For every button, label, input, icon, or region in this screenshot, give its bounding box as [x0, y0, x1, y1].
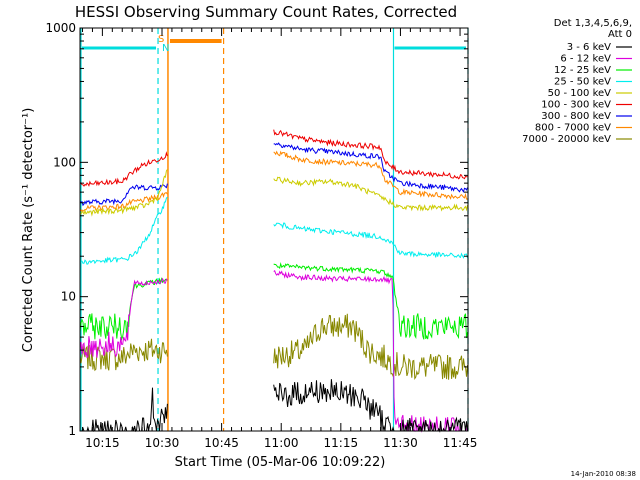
legend-header: Att 0 [608, 29, 632, 40]
series-path [79, 192, 168, 213]
legend-entry: 25 - 50 keV [554, 77, 632, 88]
series-path [273, 142, 468, 193]
legend-entry: 12 - 25 keV [554, 65, 632, 76]
y-tick-label: 1000 [45, 21, 76, 35]
series-line [80, 379, 468, 433]
interval-marker: S [158, 28, 225, 431]
interval-marker: N [80, 28, 170, 431]
legend-entry: 800 - 7000 keV [535, 123, 632, 134]
y-axis-label: Corrected Count Rate (s⁻¹ detector⁻¹) [21, 108, 36, 353]
y-tick-label: 100 [53, 155, 76, 169]
x-tick-label: 10:45 [204, 436, 239, 450]
chart-title: HESSI Observing Summary Count Rates, Cor… [75, 3, 457, 21]
legend-label: 3 - 6 keV [567, 42, 611, 53]
legend-entry: 300 - 800 keV [541, 111, 632, 122]
series-path [80, 387, 168, 433]
x-tick-label: 10:30 [145, 436, 180, 450]
series-path [273, 129, 468, 180]
y-axis-ticks: 1 10 100 1000 [45, 21, 468, 438]
legend-entry: 3 - 6 keV [567, 42, 632, 53]
legend-entry: 100 - 300 keV [541, 100, 632, 111]
x-axis-label: Start Time (05-Mar-06 10:09:22) [175, 455, 386, 470]
x-tick-label: 11:45 [443, 436, 478, 450]
series-line [79, 142, 468, 207]
series-path [273, 150, 468, 200]
legend-label: 50 - 100 keV [548, 88, 612, 99]
series-line [79, 129, 468, 187]
series-path [79, 277, 168, 342]
plot-frame [79, 27, 469, 432]
legend-header: Det 1,3,4,5,6,9, [554, 18, 632, 29]
series-line [79, 150, 468, 213]
series-line [79, 262, 468, 342]
interval-marker [392, 28, 469, 431]
legend-label: 12 - 25 keV [554, 65, 611, 76]
interval-label: N [162, 43, 169, 54]
x-axis-ticks: 10:15 10:30 10:45 11:00 11:15 11:30 11:45 [82, 28, 478, 450]
legend-label: 25 - 50 keV [554, 77, 611, 88]
series-path [273, 222, 468, 259]
series-path [79, 183, 168, 207]
series-line [79, 196, 468, 265]
interval-label: S [158, 34, 164, 45]
legend-entry: 6 - 12 keV [560, 54, 632, 65]
series-line [79, 270, 468, 433]
legend-label: 800 - 7000 keV [535, 123, 611, 134]
legend-label: 300 - 800 keV [541, 111, 611, 122]
series-path [79, 151, 168, 187]
series-path [273, 379, 468, 433]
series-path [79, 338, 168, 372]
legend-entry: 7000 - 20000 keV [522, 134, 632, 145]
series-path [273, 176, 468, 212]
y-tick-label: 1 [68, 424, 76, 438]
footer-timestamp: 14-Jan-2010 08:38 [571, 470, 636, 478]
series-path [79, 277, 168, 359]
legend-label: 6 - 12 keV [560, 54, 611, 65]
series-path [273, 313, 468, 380]
series-path [79, 169, 168, 217]
x-tick-label: 11:00 [264, 436, 299, 450]
legend-label: 100 - 300 keV [541, 100, 611, 111]
series-path [273, 262, 468, 340]
legend-entry: 50 - 100 keV [548, 88, 632, 99]
series-path [79, 196, 168, 265]
x-tick-label: 11:15 [324, 436, 359, 450]
series-line [79, 313, 468, 380]
plot-area: SN [79, 28, 469, 433]
legend-label: 7000 - 20000 keV [522, 134, 611, 145]
x-tick-label: 11:30 [383, 436, 418, 450]
y-tick-label: 10 [61, 290, 76, 304]
series-line [79, 169, 468, 217]
x-tick-label: 10:15 [85, 436, 120, 450]
